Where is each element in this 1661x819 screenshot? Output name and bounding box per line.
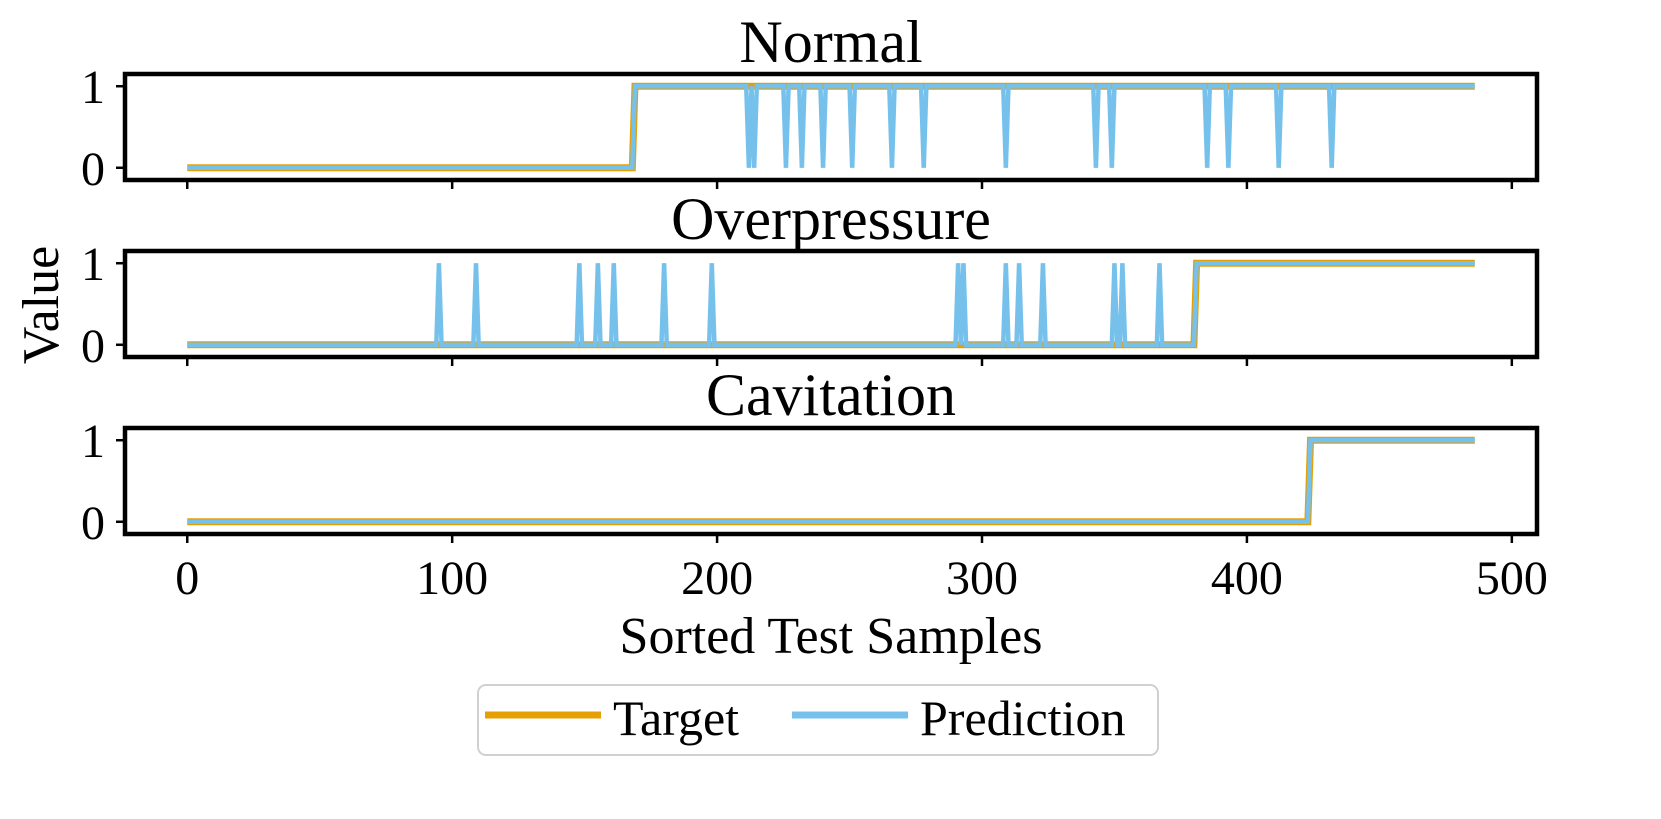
panel-title-normal: Normal — [739, 9, 922, 75]
prediction-line — [187, 437, 1475, 525]
panel-cavitation: Cavitation 01 0 100 200 300 400 500 — [81, 362, 1548, 605]
series-layer — [187, 436, 1475, 526]
x-ticks: 0 100 200 300 400 500 — [175, 534, 1548, 605]
y-ticks: 01 — [81, 415, 125, 550]
target-line — [187, 259, 1475, 349]
prediction-line — [187, 83, 1475, 171]
series-layer — [187, 82, 1475, 172]
legend-label-target: Target — [613, 690, 739, 746]
axes-frame — [122, 425, 1540, 537]
x-tick-label: 500 — [1476, 552, 1548, 605]
target-line — [187, 436, 1475, 526]
y-tick-label: 0 — [81, 320, 105, 373]
y-tick-label: 1 — [81, 415, 105, 468]
y-tick-label: 0 — [81, 497, 105, 550]
x-tick-label: 200 — [681, 552, 753, 605]
legend-box — [477, 684, 1159, 756]
x-axis-label: Sorted Test Samples — [620, 608, 1043, 665]
y-tick-label: 1 — [81, 61, 105, 114]
panel-title-cavitation: Cavitation — [706, 362, 956, 428]
axes-frame — [122, 248, 1540, 360]
y-axis-label: Value — [13, 246, 70, 364]
panel-title-overpressure: Overpressure — [671, 186, 991, 252]
panel-normal: Normal 01 — [81, 9, 1540, 196]
x-ticks — [186, 180, 1514, 189]
y-tick-label: 1 — [81, 238, 105, 291]
y-tick-label: 0 — [81, 143, 105, 196]
panel-overpressure: Overpressure 01 — [81, 186, 1540, 373]
y-ticks: 01 — [81, 61, 125, 196]
legend: Target Prediction — [477, 684, 1159, 756]
x-tick-label: 0 — [175, 552, 199, 605]
prediction-line — [187, 260, 1475, 348]
axes-frame — [122, 71, 1540, 183]
x-tick-label: 100 — [416, 552, 488, 605]
x-tick-label: 300 — [946, 552, 1018, 605]
legend-label-prediction: Prediction — [920, 690, 1126, 746]
series-layer — [187, 259, 1475, 349]
y-ticks: 01 — [81, 238, 125, 373]
x-ticks — [186, 357, 1514, 366]
x-tick-label: 400 — [1211, 552, 1283, 605]
